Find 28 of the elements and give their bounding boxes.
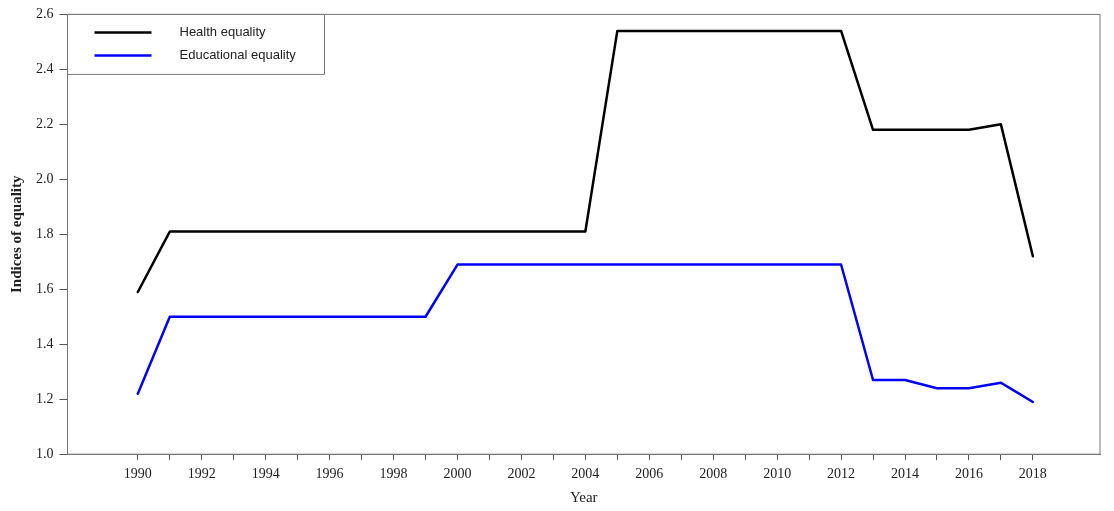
- y-axis-title: Indices of equality: [7, 175, 24, 294]
- x-tick-label: 2000: [443, 466, 472, 482]
- x-tick-label: 2006: [635, 466, 664, 482]
- x-tick-label: 2008: [699, 466, 728, 482]
- y-tick-label: 1.2: [36, 390, 54, 406]
- y-tick-label: 2.0: [36, 171, 54, 186]
- x-tick-label: 2004: [571, 466, 600, 482]
- x-tick-label: 2012: [827, 466, 856, 482]
- x-tick-label: 2014: [891, 466, 920, 482]
- y-tick-label: 1.0: [36, 445, 54, 461]
- x-tick-label: 2010: [763, 466, 792, 482]
- x-tick-label: 2018: [1018, 466, 1047, 482]
- legend-label: Health equality: [179, 23, 266, 39]
- y-tick-label: 1.4: [36, 335, 54, 351]
- y-tick-label: 2.4: [36, 61, 54, 77]
- legend-label: Educational equality: [179, 46, 297, 62]
- x-tick-label: 1994: [251, 466, 280, 482]
- x-tick-label: 2002: [507, 466, 536, 482]
- x-axis-title: Year: [569, 488, 598, 505]
- y-tick-label: 1.6: [36, 280, 54, 296]
- x-tick-label: 1992: [187, 466, 216, 482]
- x-tick-label: 1998: [379, 466, 408, 482]
- x-tick-label: 2016: [954, 466, 983, 482]
- y-tick-label: 1.8: [36, 225, 54, 241]
- y-tick-label: 2.2: [36, 116, 54, 132]
- y-tick-label: 2.6: [36, 6, 54, 22]
- x-tick-label: 1996: [315, 466, 344, 482]
- x-tick-label: 1990: [123, 466, 152, 482]
